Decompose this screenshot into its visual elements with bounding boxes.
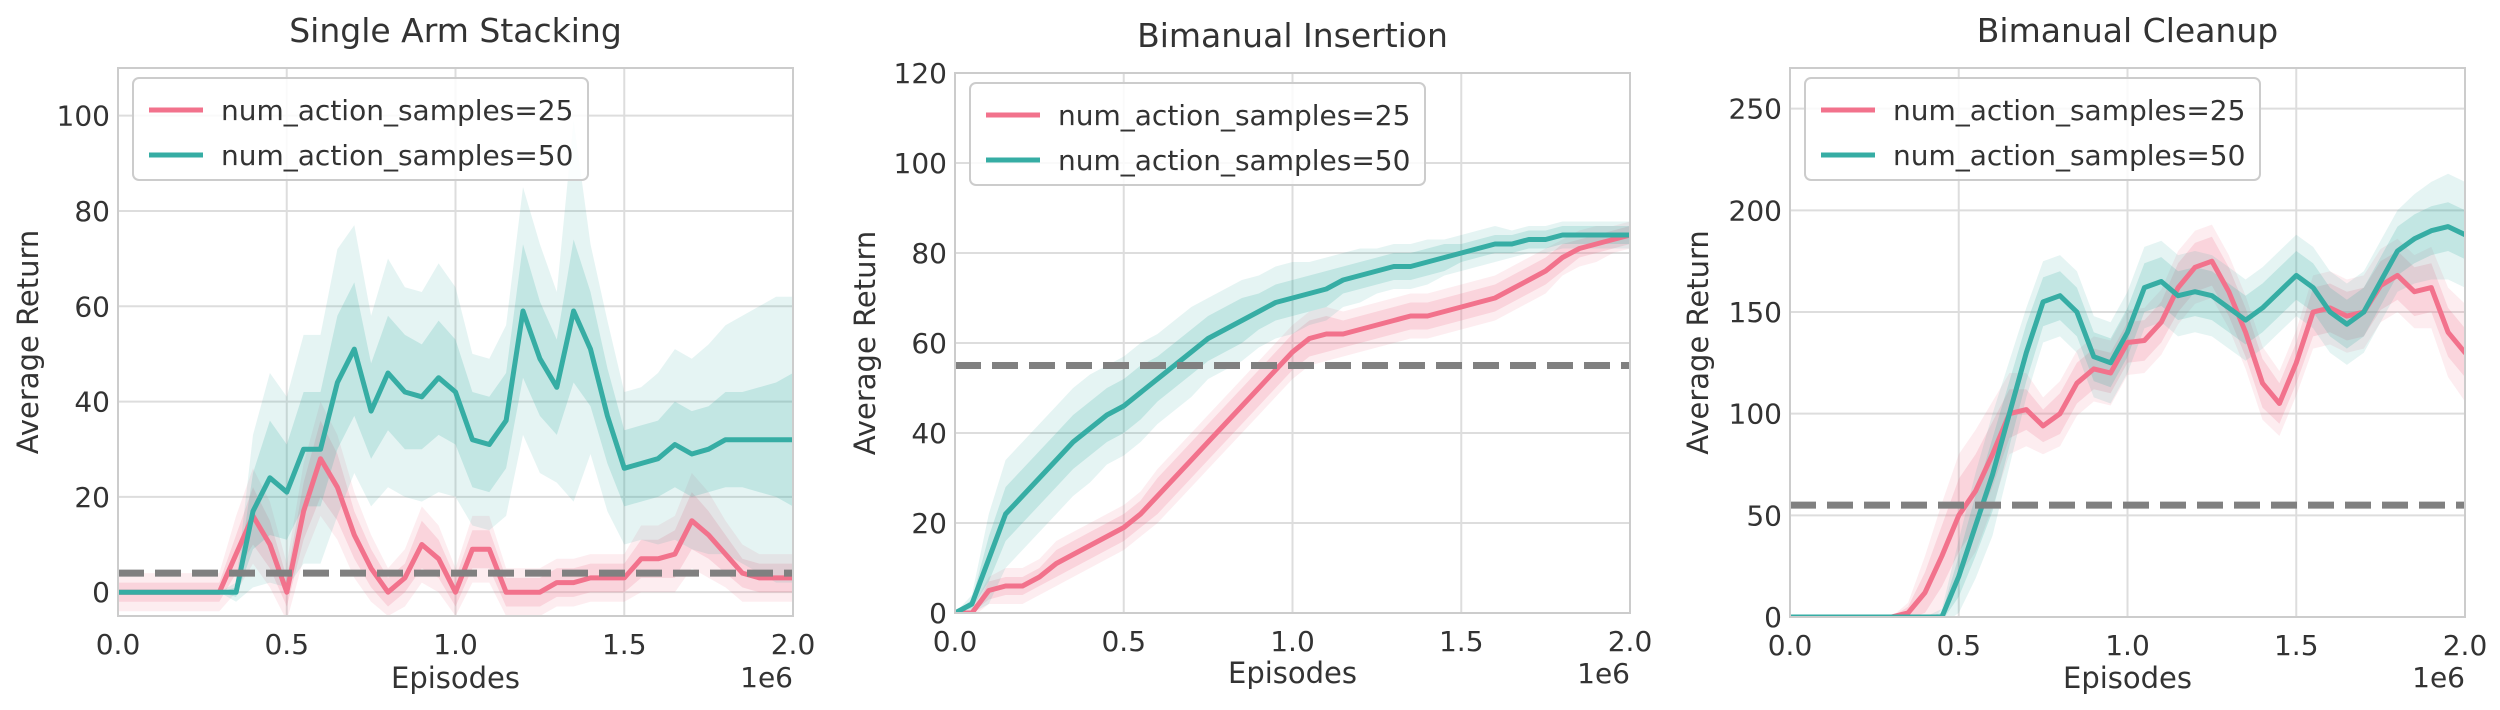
x-multiplier-label: 1e6 xyxy=(2412,661,2465,694)
y-tick-label: 100 xyxy=(894,147,947,180)
legend-box xyxy=(1804,77,2261,181)
band-inner-series-0 xyxy=(955,226,1630,613)
x-tick-label: 0.0 xyxy=(96,628,141,661)
x-tick-label: 1.0 xyxy=(2105,629,2150,662)
chart-title: Bimanual Insertion xyxy=(1137,16,1448,55)
y-tick-label: 150 xyxy=(1729,296,1782,329)
y-tick-label: 100 xyxy=(57,100,110,133)
x-tick-label: 2.0 xyxy=(1608,625,1653,658)
series-line-0 xyxy=(955,232,1630,613)
legend: num_action_samples=25 num_action_samples=… xyxy=(132,77,589,181)
y-tick-label: 40 xyxy=(74,386,110,419)
chart-title: Single Arm Stacking xyxy=(289,11,622,50)
x-tick-label: 1.5 xyxy=(2274,629,2319,662)
y-tick-label: 120 xyxy=(894,57,947,90)
legend-label-0: num_action_samples=25 xyxy=(221,94,573,127)
y-axis-label: Average Return xyxy=(1681,230,1715,455)
y-tick-label: 80 xyxy=(74,195,110,228)
x-tick-label: 1.5 xyxy=(1439,625,1484,658)
legend-label-1: num_action_samples=50 xyxy=(1058,144,1410,177)
x-tick-label: 0.5 xyxy=(1101,625,1146,658)
y-tick-label: 20 xyxy=(74,481,110,514)
plot-frame xyxy=(1789,67,2466,618)
plot-frame xyxy=(954,72,1631,614)
x-tick-label: 1.0 xyxy=(1270,625,1315,658)
y-tick-label: 250 xyxy=(1729,93,1782,126)
y-tick-label: 0 xyxy=(92,576,110,609)
plot-area xyxy=(1790,173,2465,617)
series-line-0 xyxy=(1790,258,2465,617)
legend: num_action_samples=25 num_action_samples=… xyxy=(1804,77,2261,181)
y-axis-label: Average Return xyxy=(11,230,45,455)
x-tick-label: 2.0 xyxy=(771,628,816,661)
chart-panel-single-arm-stacking: 0.0 0.5 1.0 1.5 2.0 0 20 40 60 80 100 Single Arm St… xyxy=(11,11,815,695)
x-tick-label: 0.0 xyxy=(933,625,978,658)
x-axis-label: Episodes xyxy=(391,661,520,695)
series-line-1 xyxy=(1790,224,2465,617)
band-outer-series-1 xyxy=(118,120,793,602)
band-outer-series-0 xyxy=(118,401,793,616)
y-tick-label: 200 xyxy=(1729,194,1782,227)
y-axis-label: Average Return xyxy=(848,231,882,456)
chart-title: Bimanual Cleanup xyxy=(1977,11,2278,50)
legend: num_action_samples=25 num_action_samples=… xyxy=(969,82,1426,186)
y-tick-label: 20 xyxy=(911,507,947,540)
series-line-1 xyxy=(118,308,793,595)
band-outer-series-1 xyxy=(1790,173,2465,617)
chart-panel-bimanual-insertion: 0.0 0.5 1.0 1.5 2.0 0 20 40 60 80 100 120 Bimanual I… xyxy=(848,16,1652,690)
plot-area xyxy=(118,120,793,616)
x-multiplier-label: 1e6 xyxy=(740,661,793,694)
legend-label-0: num_action_samples=25 xyxy=(1893,94,2245,127)
band-inner-series-1 xyxy=(118,239,793,597)
plot-area xyxy=(955,221,1630,613)
series-line-1 xyxy=(955,232,1630,613)
x-tick-label: 0.5 xyxy=(1936,629,1981,662)
plot-frame xyxy=(117,67,794,617)
band-inner-series-1 xyxy=(955,226,1630,613)
y-tick-label: 50 xyxy=(1746,499,1782,532)
x-tick-label: 1.5 xyxy=(602,628,647,661)
legend-box xyxy=(132,77,589,181)
x-tick-label: 0.0 xyxy=(1768,629,1813,662)
band-inner-series-1 xyxy=(1790,202,2465,617)
band-inner-series-0 xyxy=(1790,236,2465,617)
legend-box xyxy=(969,82,1426,186)
x-axis-label: Episodes xyxy=(1228,656,1357,690)
band-outer-series-0 xyxy=(955,221,1630,613)
y-tick-label: 0 xyxy=(1764,601,1782,634)
legend-label-1: num_action_samples=50 xyxy=(1893,139,2245,172)
legend-label-1: num_action_samples=50 xyxy=(221,139,573,172)
x-tick-label: 0.5 xyxy=(264,628,309,661)
y-tick-label: 60 xyxy=(911,327,947,360)
y-tick-label: 40 xyxy=(911,417,947,450)
y-tick-label: 80 xyxy=(911,237,947,270)
y-tick-label: 0 xyxy=(929,597,947,630)
legend-label-0: num_action_samples=25 xyxy=(1058,99,1410,132)
x-tick-label: 2.0 xyxy=(2443,629,2488,662)
x-axis-label: Episodes xyxy=(2063,661,2192,695)
series-line-0 xyxy=(118,456,793,595)
y-tick-label: 60 xyxy=(74,290,110,323)
y-tick-label: 100 xyxy=(1729,398,1782,431)
x-multiplier-label: 1e6 xyxy=(1577,657,1630,690)
x-tick-label: 1.0 xyxy=(433,628,478,661)
chart-panel-bimanual-cleanup: 0.0 0.5 1.0 1.5 2.0 0 50 100 150 200 250 Bimanual C… xyxy=(1681,11,2487,695)
